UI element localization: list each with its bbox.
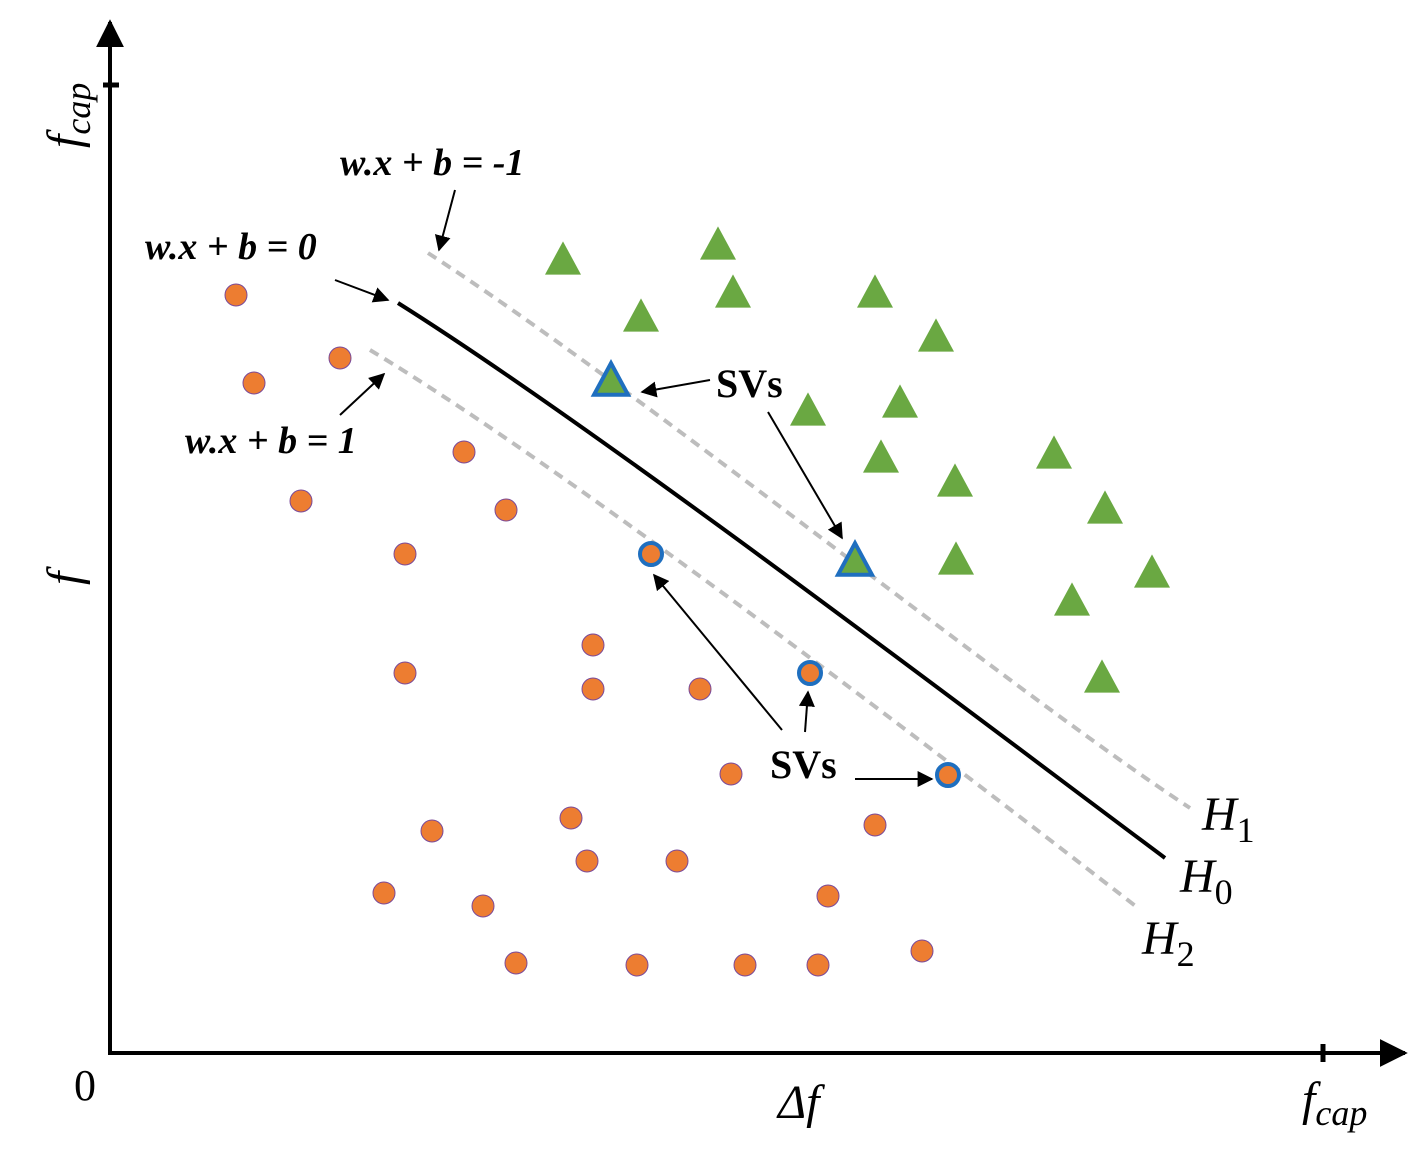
support-vector-circle [638, 541, 664, 567]
arrow-sv-bottom-2 [798, 690, 815, 733]
support-vector-circle [935, 762, 961, 788]
circle-point [420, 819, 444, 843]
triangle-point [1054, 582, 1090, 616]
label-h1: H1 [1201, 788, 1255, 850]
triangle-point [545, 241, 581, 275]
positive-support-vectors [590, 358, 876, 577]
circle-point [372, 881, 396, 905]
negative-class-points [224, 283, 934, 977]
circle-point [393, 542, 417, 566]
circle-point [581, 633, 605, 657]
triangle-point [715, 274, 751, 308]
circle-point [816, 884, 840, 908]
circle-point [665, 849, 689, 873]
triangle-point [863, 439, 899, 473]
x-axis-label-mid: Δf [776, 1076, 825, 1129]
margin-line-h2 [368, 348, 1140, 910]
circle-point [328, 346, 352, 370]
arrow-sv-bottom-1 [652, 573, 783, 731]
sv-label-bottom: SVs [770, 742, 837, 787]
support-vector-circle [797, 660, 823, 686]
triangle-point [857, 274, 893, 308]
circle-point [242, 371, 266, 395]
arrow-eq-negative [434, 189, 456, 252]
equation-margin-negative: w.x + b = -1 [340, 142, 524, 184]
arrow-sv-top-1 [640, 379, 711, 398]
y-axis-label-top: fcap [38, 83, 98, 148]
origin-label: 0 [74, 1061, 96, 1110]
circle-point [625, 953, 649, 977]
arrow-eq-positive [339, 372, 386, 416]
triangle-point [1134, 554, 1170, 588]
circle-point [806, 953, 830, 977]
arrow-sv-top-2 [767, 411, 843, 540]
triangle-point [918, 318, 954, 352]
circle-point [863, 813, 887, 837]
circle-point [452, 440, 476, 464]
circle-point [719, 762, 743, 786]
support-vector-triangle [834, 538, 876, 577]
support-vector-triangle [590, 358, 632, 397]
circle-point [393, 661, 417, 685]
triangle-point [938, 541, 974, 575]
circle-point [910, 939, 934, 963]
label-h2: H2 [1141, 912, 1195, 974]
triangle-point [1084, 659, 1120, 693]
triangle-point [937, 463, 973, 497]
arrow-eq-zero [334, 279, 390, 303]
y-axis-label-mid: f [38, 566, 91, 585]
hyperplane-h0 [396, 301, 1167, 860]
triangle-point [623, 298, 659, 332]
positive-class-points [545, 226, 1170, 693]
circle-point [688, 677, 712, 701]
circle-point [733, 953, 757, 977]
sv-label-top: SVs [716, 361, 783, 406]
equation-hyperplane: w.x + b = 0 [145, 226, 317, 268]
circle-point [504, 951, 528, 975]
triangle-point [790, 392, 826, 426]
circle-point [575, 849, 599, 873]
circle-point [224, 283, 248, 307]
label-h0: H0 [1179, 850, 1233, 912]
triangle-point [1036, 435, 1072, 469]
circle-point [581, 677, 605, 701]
margin-line-h1 [426, 251, 1192, 810]
negative-support-vectors [638, 541, 961, 788]
circle-point [559, 806, 583, 830]
circle-point [471, 894, 495, 918]
circle-point [494, 498, 518, 522]
triangle-point [1087, 490, 1123, 524]
triangle-point [882, 384, 918, 418]
circle-point [289, 489, 313, 513]
triangle-point [700, 226, 736, 260]
equation-margin-positive: w.x + b = 1 [185, 420, 357, 462]
x-axis-label-right: fcap [1302, 1073, 1367, 1133]
